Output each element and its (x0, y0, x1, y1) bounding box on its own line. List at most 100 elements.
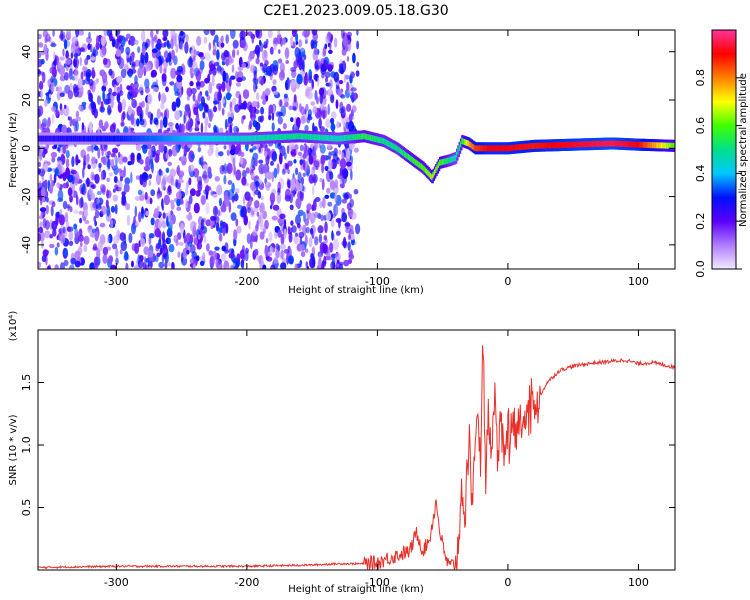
noise-speckle (279, 250, 285, 260)
noise-speckle (203, 164, 208, 172)
ridge-core (563, 142, 566, 148)
noise-speckle (283, 93, 288, 99)
noise-speckle (260, 77, 264, 86)
noise-speckle (155, 30, 159, 35)
noise-speckle (330, 123, 336, 132)
noise-speckle (314, 197, 321, 202)
noise-speckle (184, 112, 189, 117)
noise-speckle (231, 49, 236, 59)
noise-speckle (293, 60, 298, 68)
noise-speckle (125, 33, 131, 39)
noise-speckle (141, 30, 146, 42)
noise-speckle (148, 265, 152, 269)
noise-speckle (197, 120, 200, 125)
noise-speckle (206, 243, 210, 252)
noise-speckle (216, 65, 222, 72)
noise-speckle (73, 209, 79, 214)
noise-speckle (205, 202, 210, 215)
noise-speckle (131, 68, 137, 74)
noise-speckle (214, 34, 219, 43)
ridge-core (552, 142, 556, 149)
noise-speckle (216, 260, 223, 269)
noise-speckle (220, 253, 227, 261)
noise-speckle (144, 51, 149, 64)
noise-speckle (38, 161, 41, 168)
noise-speckle (284, 162, 288, 170)
noise-speckle (249, 148, 254, 153)
noise-speckle (87, 43, 91, 50)
noise-speckle (208, 250, 214, 256)
noise-speckle (63, 104, 67, 110)
noise-speckle (324, 90, 329, 95)
noise-speckle (141, 100, 145, 108)
noise-speckle (158, 261, 165, 269)
noise-speckle (232, 157, 236, 168)
noise-speckle (38, 232, 42, 242)
noise-speckle (161, 198, 164, 209)
noise-speckle (108, 68, 113, 76)
noise-speckle (148, 180, 152, 187)
noise-speckle (174, 91, 180, 97)
snr-x-tick-label: -200 (234, 576, 259, 589)
noise-speckle (277, 30, 281, 36)
ridge-core (504, 145, 507, 152)
noise-speckle (310, 101, 315, 106)
noise-speckle (208, 69, 213, 75)
ridge-core (303, 133, 306, 140)
noise-speckle (131, 223, 136, 235)
noise-speckle (271, 112, 275, 121)
noise-speckle (282, 37, 286, 46)
noise-speckle (177, 170, 185, 178)
noise-speckle (251, 36, 255, 44)
noise-speckle (185, 34, 189, 44)
noise-speckle (222, 227, 226, 237)
noise-speckle (67, 90, 74, 100)
noise-speckle (62, 226, 66, 234)
noise-speckle (90, 56, 97, 61)
noise-speckle (71, 36, 79, 45)
noise-speckle (287, 169, 290, 175)
noise-speckle (300, 115, 306, 125)
noise-speckle (263, 50, 267, 58)
noise-speckle (159, 247, 163, 255)
noise-speckle (324, 165, 329, 172)
noise-speckle (167, 43, 171, 49)
ridge-core (316, 134, 319, 141)
noise-speckle (116, 94, 119, 102)
noise-speckle (70, 47, 74, 53)
noise-speckle (295, 232, 298, 237)
noise-speckle (55, 213, 59, 226)
noise-speckle (290, 36, 294, 47)
noise-speckle (205, 219, 212, 227)
noise-speckle (304, 218, 310, 227)
noise-speckle (225, 58, 230, 66)
noise-speckle (82, 167, 85, 179)
noise-speckle (250, 210, 255, 216)
noise-speckle (199, 260, 205, 266)
noise-speckle (257, 116, 263, 123)
noise-speckle (184, 104, 190, 112)
noise-speckle (59, 108, 64, 116)
spectrogram-frame (37, 29, 676, 270)
ridge-core (339, 135, 343, 142)
noise-speckle (168, 244, 175, 253)
noise-speckle (141, 172, 148, 180)
noise-speckle (355, 70, 360, 77)
noise-speckle (196, 35, 202, 47)
noise-speckle (341, 198, 347, 204)
ridge-core (427, 170, 430, 177)
noise-speckle (65, 150, 70, 159)
spectrogram-x-axis: -300 -200 -100 0 100 (104, 30, 649, 288)
noise-speckle (312, 106, 318, 115)
noise-speckle (293, 234, 299, 245)
noise-speckle (210, 215, 217, 222)
noise-speckle (152, 36, 157, 42)
noise-speckle (193, 106, 199, 116)
noise-speckle (67, 187, 73, 197)
noise-speckle (167, 127, 170, 132)
ridge-core (623, 141, 626, 147)
noise-speckle (171, 101, 177, 112)
noise-speckle (91, 67, 95, 79)
noise-speckle (302, 60, 305, 72)
noise-speckle (342, 236, 347, 249)
